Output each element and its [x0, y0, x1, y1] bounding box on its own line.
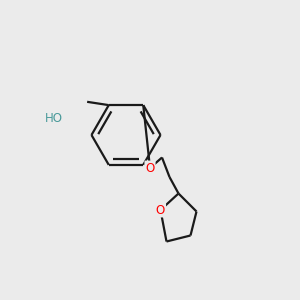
Text: HO: HO — [45, 112, 63, 125]
Text: O: O — [146, 161, 154, 175]
Text: O: O — [156, 203, 165, 217]
